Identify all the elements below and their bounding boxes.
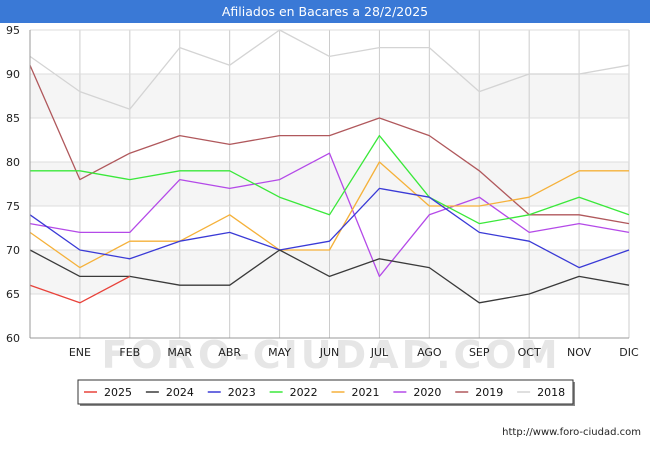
legend-label-2020: 2020	[413, 386, 441, 399]
series-line-2020	[29, 152, 630, 278]
legend-label-2022: 2022	[290, 386, 318, 399]
legend-label-2025: 2025	[104, 386, 132, 399]
x-tick-label: MAY	[268, 346, 291, 359]
watermark: FORO-CIUDAD.COM	[101, 333, 560, 377]
y-tick-label: 70	[6, 244, 20, 257]
y-tick-label: 95	[6, 24, 20, 37]
y-tick-label: 90	[6, 68, 20, 81]
x-tick-label: FEB	[119, 346, 140, 359]
y-tick-label: 65	[6, 288, 20, 301]
legend-label-2024: 2024	[166, 386, 194, 399]
axes: 60 65 70 75 80 85 90 95 ENE FEB MAR ABR MAY JUN JUL AGO…	[6, 24, 639, 359]
y-tick-label: 85	[6, 112, 20, 125]
y-tick-label: 60	[6, 332, 20, 345]
x-tick-label: DIC	[619, 346, 639, 359]
series-line-2025	[29, 275, 131, 304]
legend-label-2018: 2018	[537, 386, 565, 399]
x-tick-label: JUN	[319, 346, 340, 359]
x-tick-label: AGO	[417, 346, 442, 359]
y-tick-label: 75	[6, 200, 20, 213]
series-line-2023	[29, 187, 630, 269]
legend-box	[77, 379, 574, 405]
x-tick-label: ENE	[69, 346, 91, 359]
x-tick-label: ABR	[218, 346, 241, 359]
series-line-2022	[30, 134, 630, 225]
legend-label-2019: 2019	[475, 386, 503, 399]
series-lines	[29, 29, 630, 304]
x-tick-label: NOV	[567, 346, 592, 359]
series-line-2021	[29, 161, 629, 269]
title-bar: Afiliados en Bacares a 28/2/2025	[0, 0, 650, 23]
x-tick-label: MAR	[167, 346, 192, 359]
x-tick-label: SEP	[469, 346, 490, 359]
series-line-2018	[29, 29, 630, 110]
x-tick-label: JUL	[370, 346, 389, 359]
y-tick-label: 80	[6, 156, 20, 169]
source-credit: http://www.foro-ciudad.com	[502, 427, 641, 438]
legend-label-2021: 2021	[352, 386, 380, 399]
legend-label-2023: 2023	[228, 386, 256, 399]
x-tick-label: OCT	[518, 346, 541, 359]
legend: 2025 2024 2023 2022 2021 2020 2019 2018	[77, 379, 575, 406]
chart-title: Afiliados en Bacares a 28/2/2025	[221, 4, 429, 19]
